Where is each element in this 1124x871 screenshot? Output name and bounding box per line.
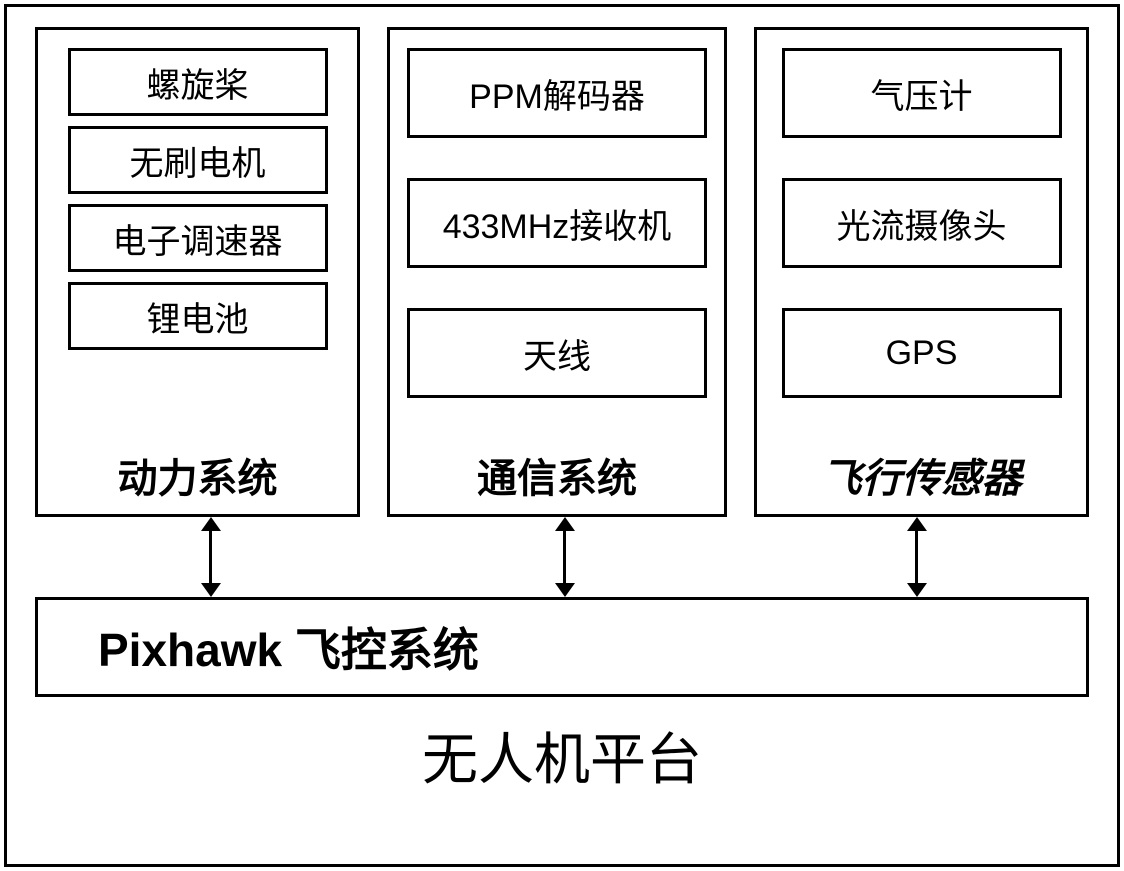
power-item-lipo: 锂电池 xyxy=(68,282,328,350)
power-module-label: 动力系统 xyxy=(118,434,278,504)
connectors-row xyxy=(35,517,1089,597)
diagram-container: 螺旋桨 无刷电机 电子调速器 锂电池 动力系统 PPM解码器 433MHz接收机… xyxy=(4,4,1120,867)
bidir-arrow-icon xyxy=(563,529,566,585)
flight-controller-box: Pixhawk 飞控系统 xyxy=(35,597,1089,697)
comm-module-label: 通信系统 xyxy=(477,434,637,504)
sensor-item-barometer: 气压计 xyxy=(782,48,1062,138)
sensor-module: 气压计 光流摄像头 GPS 飞行传感器 xyxy=(754,27,1089,517)
comm-item-antenna: 天线 xyxy=(407,308,707,398)
bidir-arrow-icon xyxy=(209,529,212,585)
platform-title: 无人机平台 xyxy=(35,715,1089,796)
comm-items: PPM解码器 433MHz接收机 天线 xyxy=(402,48,712,434)
sensor-items: 气压计 光流摄像头 GPS xyxy=(769,48,1074,434)
power-item-esc: 电子调速器 xyxy=(68,204,328,272)
comm-module: PPM解码器 433MHz接收机 天线 通信系统 xyxy=(387,27,727,517)
comm-item-ppm-decoder: PPM解码器 xyxy=(407,48,707,138)
comm-item-433mhz-receiver: 433MHz接收机 xyxy=(407,178,707,268)
power-item-brushless-motor: 无刷电机 xyxy=(68,126,328,194)
sensor-item-optical-flow-camera: 光流摄像头 xyxy=(782,178,1062,268)
modules-row: 螺旋桨 无刷电机 电子调速器 锂电池 动力系统 PPM解码器 433MHz接收机… xyxy=(35,27,1089,517)
bidir-arrow-icon xyxy=(915,529,918,585)
power-items: 螺旋桨 无刷电机 电子调速器 锂电池 xyxy=(50,48,345,434)
flight-controller-label: Pixhawk 飞控系统 xyxy=(98,614,479,680)
sensor-module-label: 飞行传感器 xyxy=(822,434,1022,504)
power-item-propeller: 螺旋桨 xyxy=(68,48,328,116)
sensor-item-gps: GPS xyxy=(782,308,1062,398)
power-module: 螺旋桨 无刷电机 电子调速器 锂电池 动力系统 xyxy=(35,27,360,517)
